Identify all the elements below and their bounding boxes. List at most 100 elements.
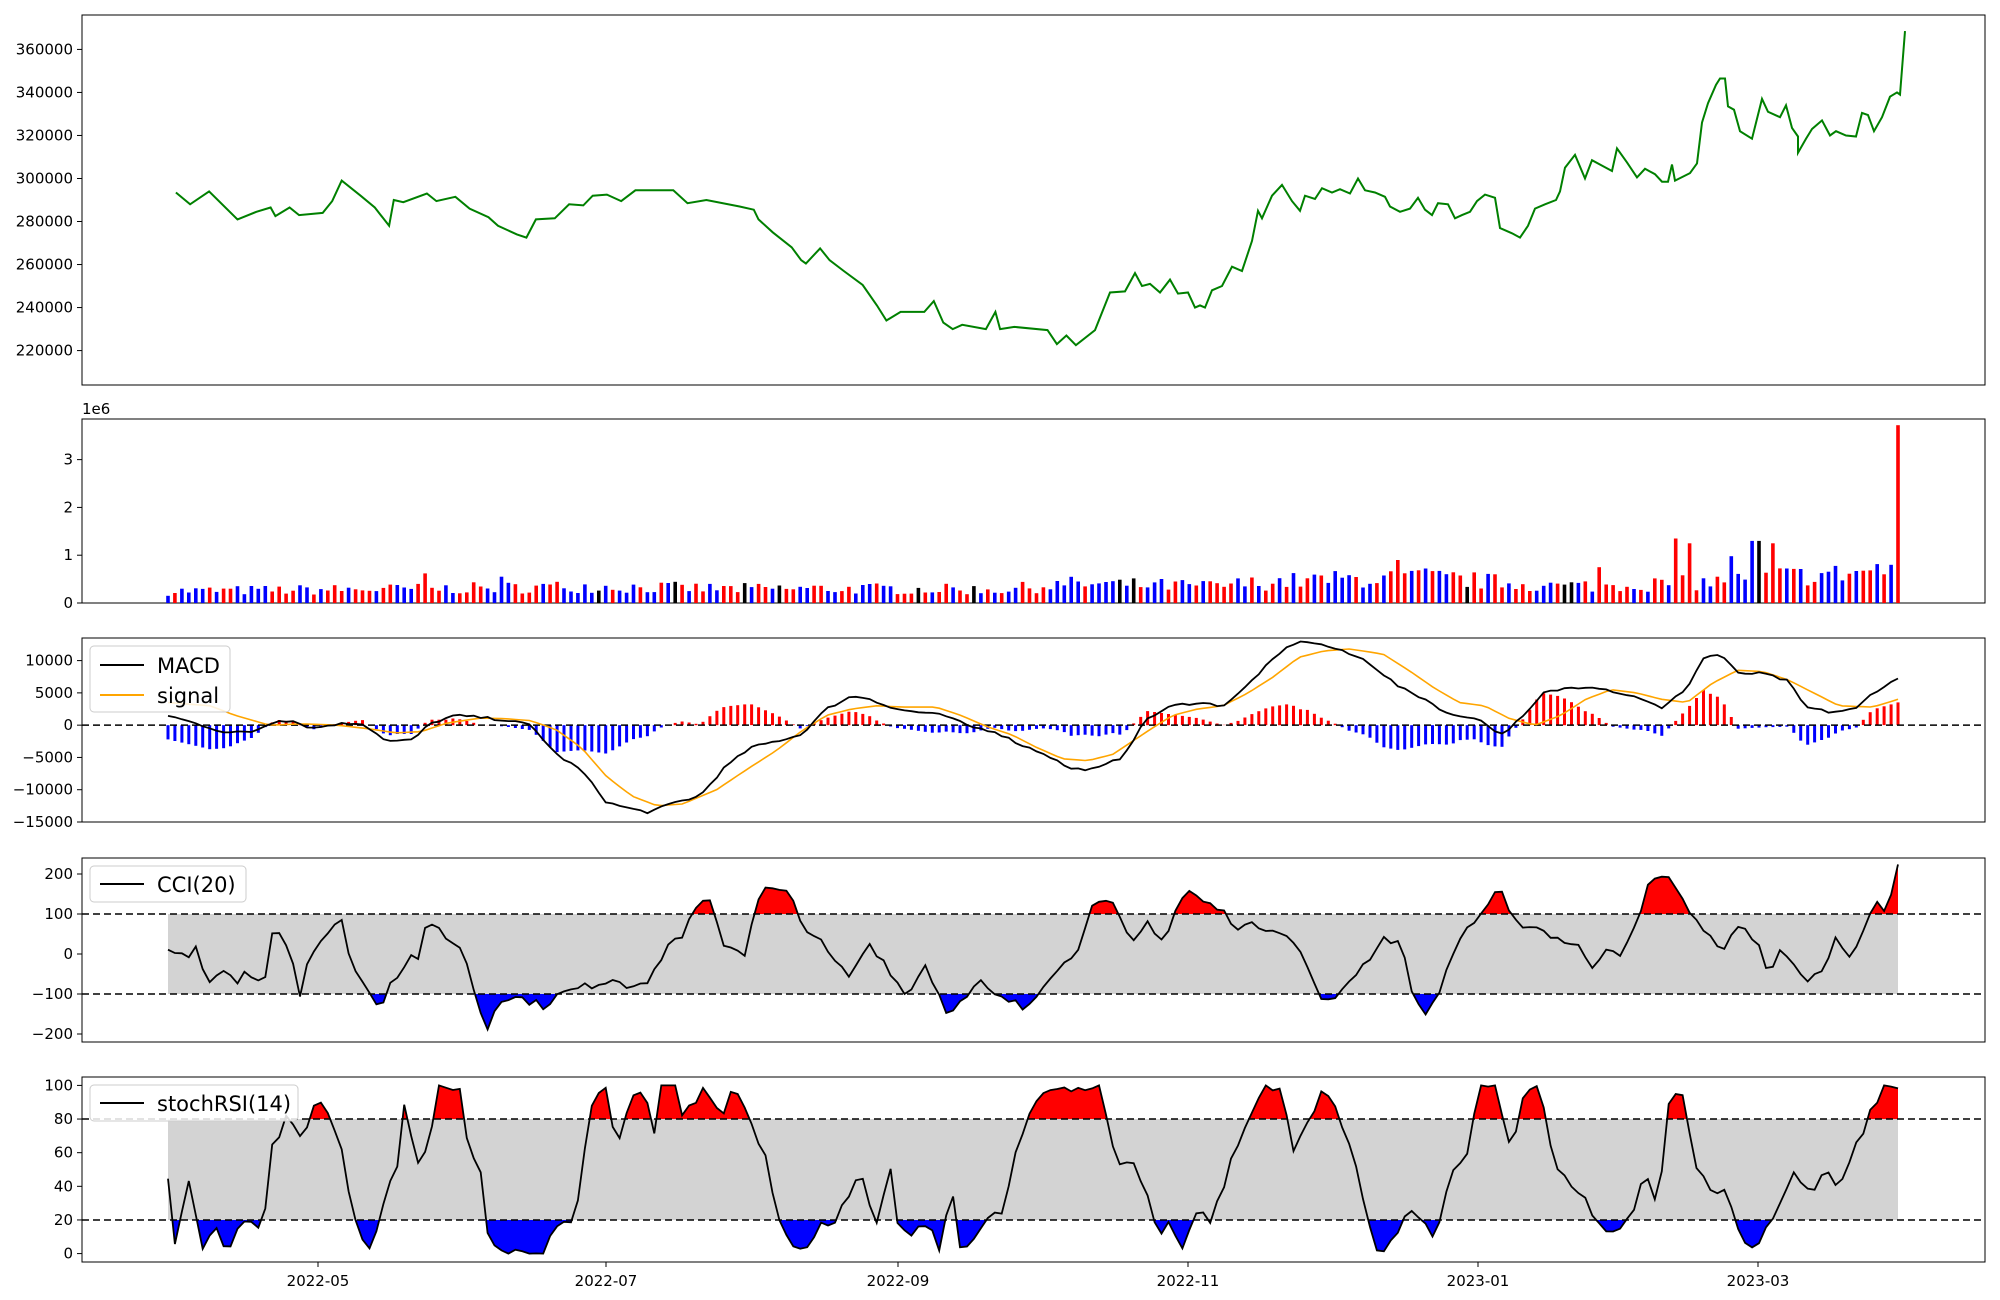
volume-bar [1173, 581, 1178, 603]
macd-histogram-bar [722, 707, 726, 726]
macd-histogram-bar [1167, 714, 1170, 726]
volume-bar [506, 582, 511, 603]
macd-histogram-bar [937, 725, 941, 733]
volume-bar [1687, 543, 1692, 603]
volume-bar [777, 585, 782, 603]
macd-histogram-bar [1194, 717, 1198, 726]
volume-bar [499, 576, 504, 603]
macd-histogram-bar [1285, 704, 1289, 726]
macd-histogram-bar [1729, 717, 1733, 726]
macd-histogram-bar [798, 725, 802, 729]
volume-bar [1472, 572, 1476, 603]
macd-histogram-bar [923, 725, 927, 732]
volume-bar [1076, 581, 1080, 603]
macd-histogram-bar [1062, 725, 1066, 733]
macd-histogram-bar [708, 716, 712, 726]
price-y-tick-label: 280000 [16, 213, 73, 231]
volume-bar [409, 588, 413, 603]
macd-histogram-bar [1243, 717, 1247, 726]
volume-panel-frame [81, 418, 1986, 604]
volume-bar [1743, 579, 1747, 603]
price-panel-frame [81, 14, 1986, 386]
macd-histogram-bar [1041, 725, 1045, 729]
cci-panel-frame [81, 857, 1986, 1043]
volume-bar [1145, 587, 1150, 603]
macd-histogram-bar [875, 720, 879, 726]
macd-histogram-bar [180, 725, 184, 743]
volume-bar [742, 583, 747, 603]
volume-bar [1319, 575, 1324, 603]
volume-bar [395, 585, 400, 603]
stochrsi-y-tick-label: 20 [54, 1211, 73, 1229]
macd-histogram-bar [1750, 725, 1754, 728]
volume-bar [1138, 587, 1143, 603]
macd-histogram-bar [757, 707, 761, 726]
macd-histogram-bar [187, 725, 191, 745]
volume-bar [1166, 589, 1171, 603]
macd-histogram-bar [1535, 699, 1539, 726]
volume-bar [1576, 582, 1581, 603]
macd-histogram-bar [993, 725, 997, 728]
volume-bar [1896, 425, 1900, 603]
macd-histogram-bar [1319, 717, 1323, 726]
macd-histogram-bar [743, 704, 747, 726]
volume-bar [1736, 573, 1740, 603]
macd-histogram-bar [1417, 725, 1421, 747]
volume-bar [1347, 575, 1351, 603]
volume-bar [1333, 571, 1337, 603]
macd-histogram-bar [1340, 725, 1344, 728]
macd-histogram-bar [1590, 713, 1594, 726]
volume-bar [1423, 568, 1428, 603]
macd-histogram-bar [1792, 725, 1796, 733]
volume-bar [1389, 571, 1393, 603]
volume-bar [569, 591, 573, 603]
volume-bar [1229, 583, 1233, 603]
macd-histogram-bar [1014, 725, 1018, 732]
volume-bar [1062, 585, 1067, 603]
macd-histogram-bar [861, 713, 865, 726]
volume-bar [1694, 590, 1699, 603]
volume-bar [986, 589, 990, 603]
macd-histogram-bar [166, 725, 170, 740]
volume-bar [847, 586, 851, 603]
stochrsi-line [167, 1084, 1899, 1255]
volume-y-tick-label: 0 [63, 594, 73, 612]
volume-bar [1708, 586, 1713, 603]
macd-histogram-bar [1465, 725, 1469, 740]
macd-line [167, 640, 1899, 815]
macd-histogram-bar [1479, 725, 1483, 743]
macd-histogram-bar [1424, 725, 1428, 745]
volume-bar [1340, 577, 1344, 603]
macd-histogram-bar [1104, 725, 1108, 735]
volume-bar [1715, 576, 1720, 603]
volume-bar [187, 592, 191, 603]
stochrsi-y-tick-label: 60 [54, 1144, 73, 1162]
macd-histogram-bar [1785, 725, 1789, 727]
cci-legend-label: CCI(20) [157, 873, 236, 897]
macd-histogram-bar [194, 725, 198, 746]
volume-bar [965, 594, 969, 603]
volume-bar [958, 590, 962, 603]
macd-histogram-bar [298, 724, 302, 726]
macd-histogram-bar [625, 725, 629, 743]
volume-bar [1020, 581, 1025, 603]
macd-histogram-bar [208, 725, 212, 750]
volume-bar [1159, 579, 1164, 603]
macd-histogram-bar [1347, 725, 1351, 731]
macd-histogram-bar [458, 719, 462, 726]
volume-bar [1416, 570, 1421, 603]
macd-histogram-bar [1639, 725, 1643, 730]
volume-bar [1284, 586, 1289, 603]
volume-bar [1548, 582, 1553, 603]
macd-histogram-bar [1160, 713, 1163, 726]
volume-bar [471, 582, 476, 603]
volume-bar [1368, 583, 1372, 603]
macd-histogram-bar [965, 725, 969, 734]
volume-bar [1034, 593, 1039, 603]
volume-bar [332, 585, 337, 603]
volume-bar [1013, 587, 1018, 603]
stochrsi-y-tick-label: 100 [44, 1076, 73, 1094]
macd-histogram-bar [701, 721, 705, 726]
macd-histogram-bar [409, 725, 413, 734]
x-tick-label: 2022-11 [1157, 1272, 1220, 1290]
